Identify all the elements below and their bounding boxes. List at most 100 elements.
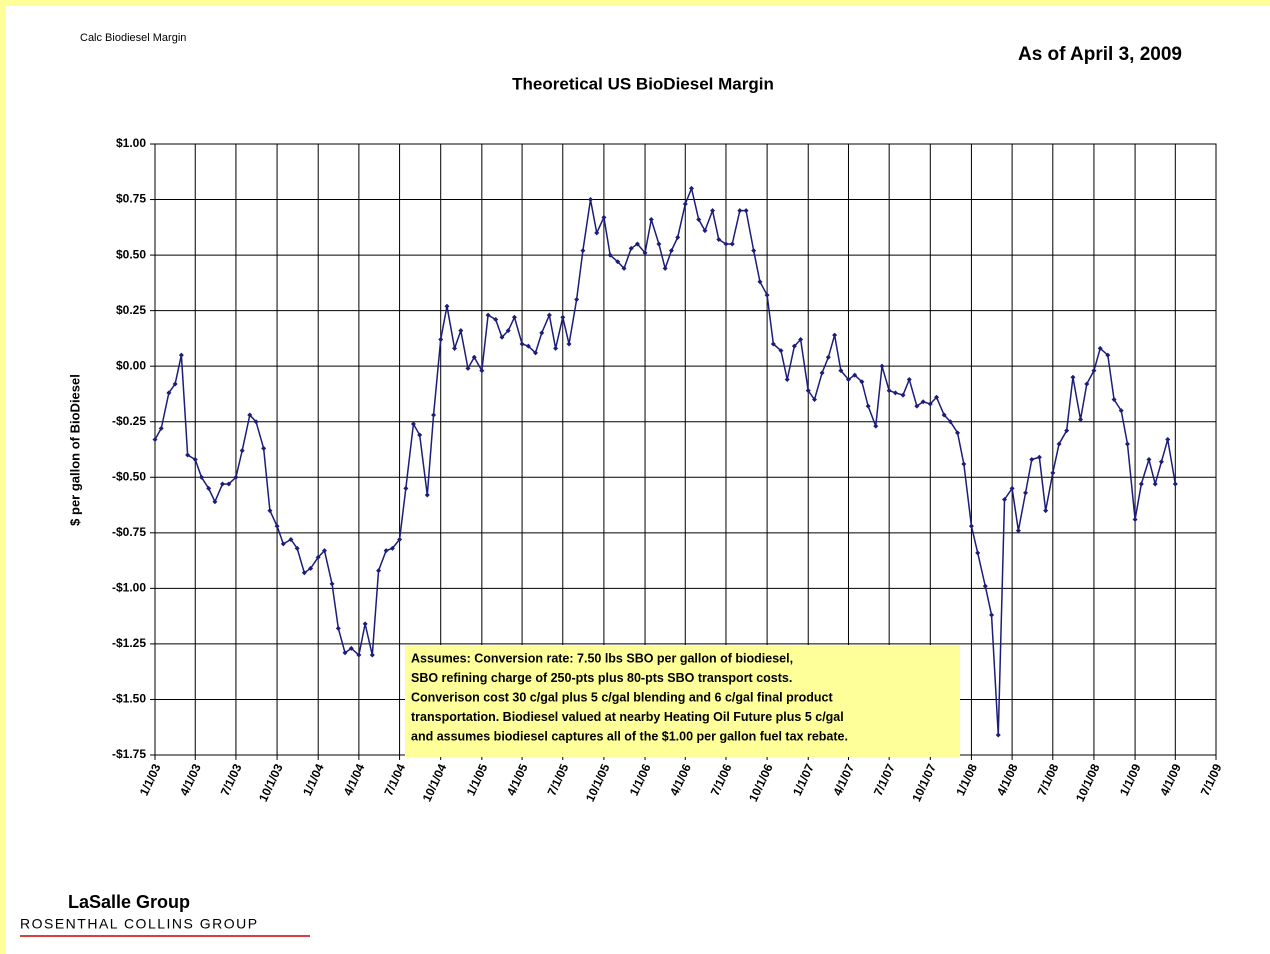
data-point xyxy=(1015,528,1021,534)
data-point xyxy=(621,265,627,271)
data-point xyxy=(791,343,797,349)
data-point xyxy=(607,252,613,258)
y-tick-label: $0.25 xyxy=(116,303,146,317)
data-point xyxy=(493,317,499,323)
data-point xyxy=(267,508,273,514)
data-point xyxy=(642,250,648,256)
data-point xyxy=(369,652,375,658)
data-point xyxy=(239,448,245,454)
data-point xyxy=(941,412,947,418)
data-point xyxy=(348,645,354,651)
data-point xyxy=(1070,374,1076,380)
data-point xyxy=(574,297,580,303)
data-point xyxy=(778,348,784,354)
data-point xyxy=(479,368,485,374)
data-point xyxy=(1029,456,1035,462)
data-point xyxy=(185,452,191,458)
data-point xyxy=(1146,456,1152,462)
data-point xyxy=(805,388,811,394)
data-point xyxy=(397,536,403,542)
data-point xyxy=(1105,352,1111,358)
data-point xyxy=(682,201,688,207)
data-point xyxy=(975,550,981,556)
annotation-line: transportation. Biodiesel valued at near… xyxy=(411,710,844,724)
y-axis-label: $ per gallon of BioDiesel xyxy=(67,374,82,526)
chart-title: Theoretical US BioDiesel Margin xyxy=(512,74,774,93)
data-point xyxy=(178,352,184,358)
data-point xyxy=(798,337,804,343)
data-point xyxy=(253,419,259,425)
data-point xyxy=(566,341,572,347)
data-point xyxy=(511,314,517,320)
data-point xyxy=(431,412,437,418)
data-point xyxy=(233,474,239,480)
data-point xyxy=(770,341,776,347)
data-point xyxy=(723,241,729,247)
data-point xyxy=(362,621,368,627)
data-point xyxy=(934,394,940,400)
data-point xyxy=(852,372,858,378)
data-point xyxy=(471,354,477,360)
data-point xyxy=(206,485,212,491)
data-point xyxy=(342,650,348,656)
data-point xyxy=(274,523,280,529)
data-point xyxy=(914,403,920,409)
annotation-line: Assumes: Conversion rate: 7.50 lbs SBO p… xyxy=(411,651,793,665)
data-point xyxy=(1050,470,1056,476)
data-point xyxy=(675,234,681,240)
data-point xyxy=(811,397,817,403)
data-point xyxy=(594,230,600,236)
data-point xyxy=(832,332,838,338)
data-point xyxy=(519,341,525,347)
series xyxy=(152,185,1178,738)
data-point xyxy=(1138,481,1144,487)
data-point xyxy=(1002,496,1008,502)
data-point xyxy=(1132,516,1138,522)
data-point xyxy=(444,303,450,309)
data-point xyxy=(1097,345,1103,351)
data-point xyxy=(166,390,172,396)
data-point xyxy=(845,377,851,383)
data-point xyxy=(601,214,607,220)
y-tick-label: -$0.50 xyxy=(112,469,146,483)
data-point xyxy=(247,412,253,418)
data-point xyxy=(1118,408,1124,414)
data-point xyxy=(417,432,423,438)
data-point xyxy=(920,399,926,405)
data-point xyxy=(452,345,458,351)
y-tick-label: $0.00 xyxy=(116,358,146,372)
data-point xyxy=(656,241,662,247)
data-point xyxy=(696,217,702,223)
data-point xyxy=(499,334,505,340)
data-point xyxy=(1009,485,1015,491)
data-point xyxy=(879,363,885,369)
data-point xyxy=(1124,441,1130,447)
data-point xyxy=(485,312,491,318)
data-point xyxy=(628,245,634,251)
data-point xyxy=(329,581,335,587)
data-point xyxy=(615,259,621,265)
annotation-line: SBO refining charge of 250-pts plus 80-p… xyxy=(411,671,792,685)
data-point xyxy=(892,390,898,396)
data-point xyxy=(1084,381,1090,387)
data-point xyxy=(532,350,538,356)
data-point xyxy=(389,545,395,551)
data-point xyxy=(1056,441,1062,447)
data-point xyxy=(1023,490,1029,496)
data-point xyxy=(546,312,552,318)
y-tick-label: $1.00 xyxy=(116,136,146,150)
data-point xyxy=(280,541,286,547)
data-point xyxy=(743,208,749,214)
y-tick-label: -$1.75 xyxy=(112,747,146,761)
annotation-line: and assumes biodiesel captures all of th… xyxy=(411,729,848,743)
data-point xyxy=(989,612,995,618)
data-point xyxy=(819,370,825,376)
data-point xyxy=(438,337,444,343)
data-point xyxy=(1158,459,1164,465)
data-point xyxy=(158,425,164,431)
data-point xyxy=(873,423,879,429)
data-point xyxy=(955,430,961,436)
data-point xyxy=(1043,508,1049,514)
data-point xyxy=(737,208,743,214)
